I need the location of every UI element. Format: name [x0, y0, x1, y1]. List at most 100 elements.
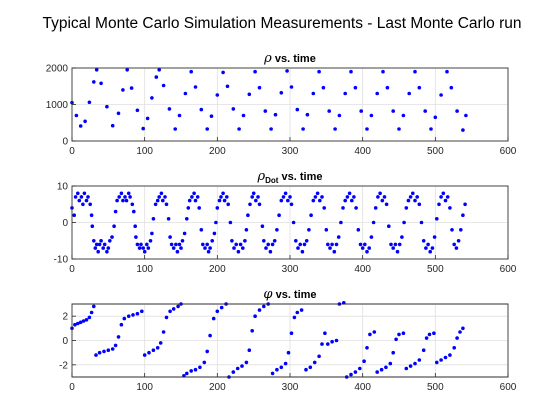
data-point: [169, 242, 174, 247]
data-point: [243, 239, 247, 243]
data-point: [343, 91, 348, 96]
x-tick-label: 500: [427, 382, 444, 393]
data-point: [141, 126, 145, 131]
data-point: [263, 109, 268, 113]
data-point: [328, 246, 332, 250]
data-point: [228, 220, 233, 225]
x-tick-label: 0: [69, 146, 75, 157]
x-tick-label: 400: [354, 382, 371, 393]
data-point: [205, 127, 209, 131]
data-point: [92, 239, 96, 243]
data-point: [235, 366, 240, 371]
data-point: [456, 239, 461, 243]
data-point: [203, 246, 207, 250]
data-point: [121, 88, 125, 92]
data-point: [353, 370, 358, 374]
data-point: [122, 316, 127, 321]
data-point: [102, 349, 106, 354]
data-point: [253, 314, 257, 319]
data-point: [99, 239, 103, 243]
data-point: [318, 198, 322, 203]
data-point: [311, 91, 316, 96]
data-point: [336, 235, 341, 239]
data-point: [137, 246, 142, 250]
data-point: [333, 127, 337, 131]
data-point: [358, 242, 363, 247]
data-point: [186, 206, 191, 210]
data-point: [359, 109, 364, 113]
data-point: [286, 350, 291, 355]
title-symbol: ρ: [256, 169, 265, 184]
data-point: [193, 85, 198, 89]
y-tick-label: -2: [59, 360, 68, 371]
data-point: [439, 358, 443, 362]
data-point: [289, 202, 294, 207]
data-point: [302, 242, 307, 247]
data-point: [78, 124, 83, 128]
data-point: [307, 228, 311, 232]
data-point: [97, 350, 102, 355]
data-point: [230, 239, 234, 243]
data-point: [295, 310, 300, 315]
data-point: [324, 228, 329, 232]
data-point: [343, 198, 348, 203]
data-point: [232, 246, 236, 250]
data-point: [244, 228, 249, 232]
data-point: [373, 206, 378, 210]
data-point: [317, 354, 321, 359]
data-point: [135, 242, 140, 247]
data-point: [105, 249, 109, 254]
data-point: [93, 246, 98, 250]
data-point: [145, 242, 149, 247]
title-symbol: ρ: [263, 51, 272, 66]
data-point: [219, 195, 223, 199]
figure-suptitle: Typical Monte Carlo Simulation Measureme…: [43, 15, 522, 32]
data-point: [270, 242, 275, 247]
data-point: [413, 198, 417, 203]
data-point: [260, 224, 265, 228]
data-point: [159, 191, 164, 196]
data-point: [119, 191, 124, 196]
data-point: [185, 371, 189, 376]
data-point: [183, 91, 188, 96]
data-point: [89, 213, 94, 217]
data-point: [391, 246, 396, 250]
data-point: [139, 242, 143, 247]
data-point: [375, 370, 380, 374]
data-point: [365, 127, 369, 131]
data-point: [371, 220, 376, 225]
x-tick-label: 300: [282, 264, 299, 275]
data-point: [432, 235, 437, 239]
data-point: [397, 242, 402, 247]
data-point: [112, 224, 116, 228]
data-point: [148, 239, 153, 243]
data-point: [294, 239, 298, 243]
data-point: [94, 353, 98, 357]
y-tick-label: 0: [62, 218, 68, 229]
data-point: [94, 242, 99, 247]
data-point: [236, 249, 241, 254]
data-point: [406, 198, 411, 203]
data-point: [283, 191, 288, 196]
data-point: [77, 198, 82, 203]
data-point: [376, 195, 380, 199]
data-point: [161, 83, 166, 88]
data-point: [292, 315, 297, 320]
data-point: [349, 372, 353, 377]
data-point: [215, 93, 220, 97]
data-point: [281, 195, 286, 199]
data-point: [96, 249, 100, 254]
data-point: [304, 239, 309, 243]
data-point: [135, 108, 140, 113]
data-point: [209, 114, 214, 118]
data-point: [277, 213, 281, 217]
data-point: [299, 308, 304, 312]
data-point: [135, 311, 140, 316]
data-point: [99, 81, 103, 86]
data-point: [401, 331, 406, 336]
data-point: [199, 228, 204, 232]
data-point: [247, 92, 252, 97]
data-point: [262, 239, 266, 243]
data-point: [327, 109, 332, 113]
